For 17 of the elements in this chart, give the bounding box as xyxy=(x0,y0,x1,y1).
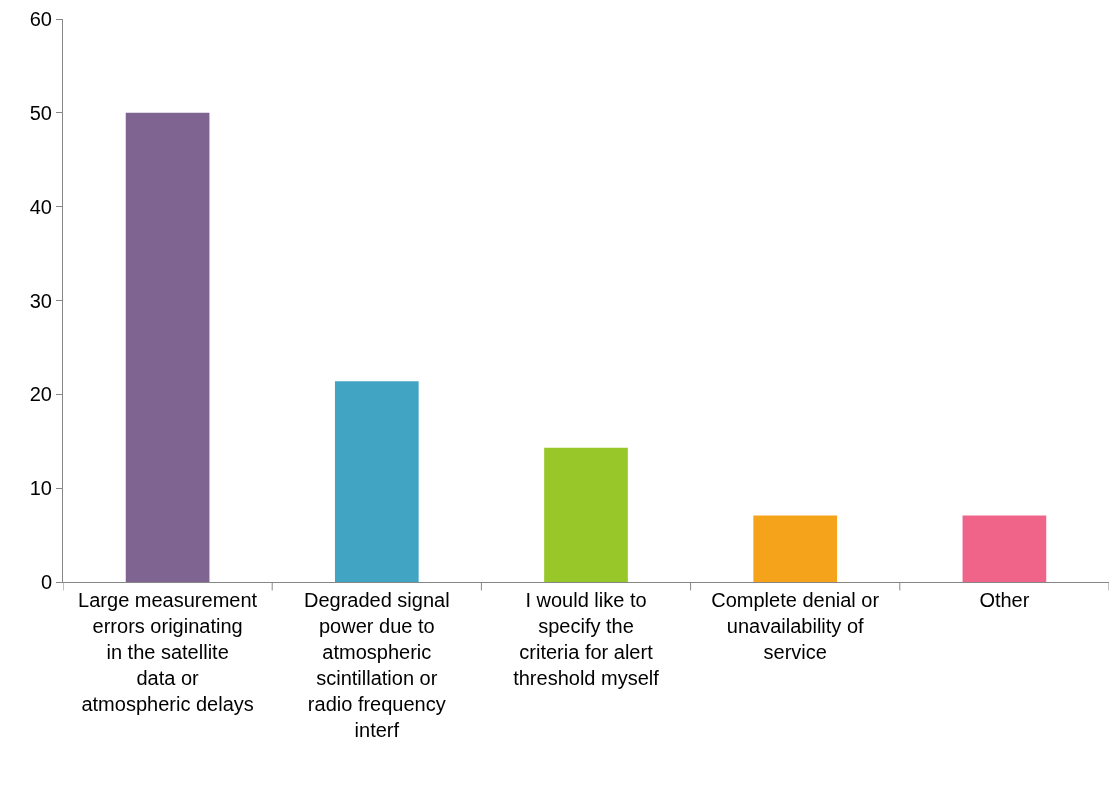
x-tick-label: Large measurement errors originating in the satellite data or atmospheric delays xyxy=(78,589,258,715)
y-tick-label: 50 xyxy=(29,101,52,124)
bar xyxy=(125,112,210,582)
x-tick-label: Complete denial or unavailability of service xyxy=(711,589,880,663)
x-tick-label: Other xyxy=(979,589,1030,611)
y-tick-label: 60 xyxy=(29,8,52,30)
y-tick-label: 30 xyxy=(29,289,52,312)
bar xyxy=(962,515,1047,582)
y-tick-label: 40 xyxy=(29,195,52,218)
bar xyxy=(334,381,419,582)
y-tick-label: 0 xyxy=(40,571,52,593)
bar xyxy=(753,515,838,582)
y-tick-label: 10 xyxy=(29,477,52,500)
x-tick-label: I would like to specify the criteria for alert threshold myself xyxy=(513,589,660,689)
y-tick-label: 20 xyxy=(29,383,52,406)
x-tick-label: Degraded signal power due to atmospheric scintillation or radio frequency interf xyxy=(303,589,450,741)
bar xyxy=(544,447,628,582)
